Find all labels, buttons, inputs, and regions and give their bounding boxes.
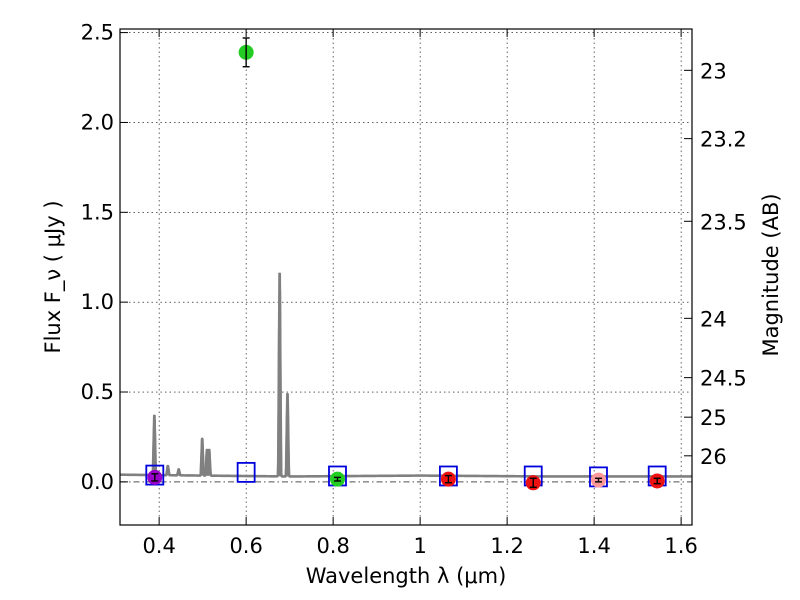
emission-line xyxy=(165,464,171,476)
spectrum-line xyxy=(119,288,693,478)
emission-line xyxy=(276,272,283,477)
x-tick-label: 1.4 xyxy=(577,534,610,558)
y-tick-label: 1.5 xyxy=(81,200,114,224)
right-axis-title: Magnitude (AB) xyxy=(759,193,783,356)
right-tick-label: 24.5 xyxy=(700,367,747,391)
y-tick-label: 0.5 xyxy=(81,380,114,404)
y-tick-label: 2.5 xyxy=(81,21,114,45)
emission-line xyxy=(175,468,182,476)
model-point xyxy=(236,461,256,483)
emission-line xyxy=(151,414,158,476)
emission-line xyxy=(206,448,212,476)
x-axis-title: Wavelength λ (μm) xyxy=(306,564,507,588)
x-tick-label: 1 xyxy=(413,534,426,558)
emission-line xyxy=(199,437,206,476)
ticks: 0.4 0.6 0.8 1 1.2 1.4 1.6 0.0 0.5 1.0 1.5 2.0 2.5 23 2… xyxy=(81,21,747,558)
right-tick-label: 23.5 xyxy=(700,210,747,234)
observed-points xyxy=(147,37,665,491)
right-tick-label: 23 xyxy=(700,59,727,83)
y-tick-label: 1.0 xyxy=(81,290,114,314)
y-tick-label: 0.0 xyxy=(81,470,114,494)
right-tick-label: 25 xyxy=(700,406,727,430)
right-tick-label: 23.2 xyxy=(700,128,747,152)
plot-frame xyxy=(119,28,693,526)
y-tick-label: 2.0 xyxy=(81,110,114,134)
y-axis-title: Flux F_ν ( μJy ) xyxy=(41,200,66,353)
right-tick-label: 26 xyxy=(700,445,727,469)
model-points xyxy=(145,461,667,488)
emission-line xyxy=(284,393,291,477)
x-tick-label: 0.6 xyxy=(229,534,262,558)
x-tick-label: 1.2 xyxy=(490,534,523,558)
right-tick-label: 24 xyxy=(700,307,727,331)
spectrum xyxy=(119,272,693,478)
x-tick-label: 0.4 xyxy=(142,534,175,558)
x-tick-label: 1.6 xyxy=(664,534,697,558)
x-tick-label: 0.8 xyxy=(316,534,349,558)
